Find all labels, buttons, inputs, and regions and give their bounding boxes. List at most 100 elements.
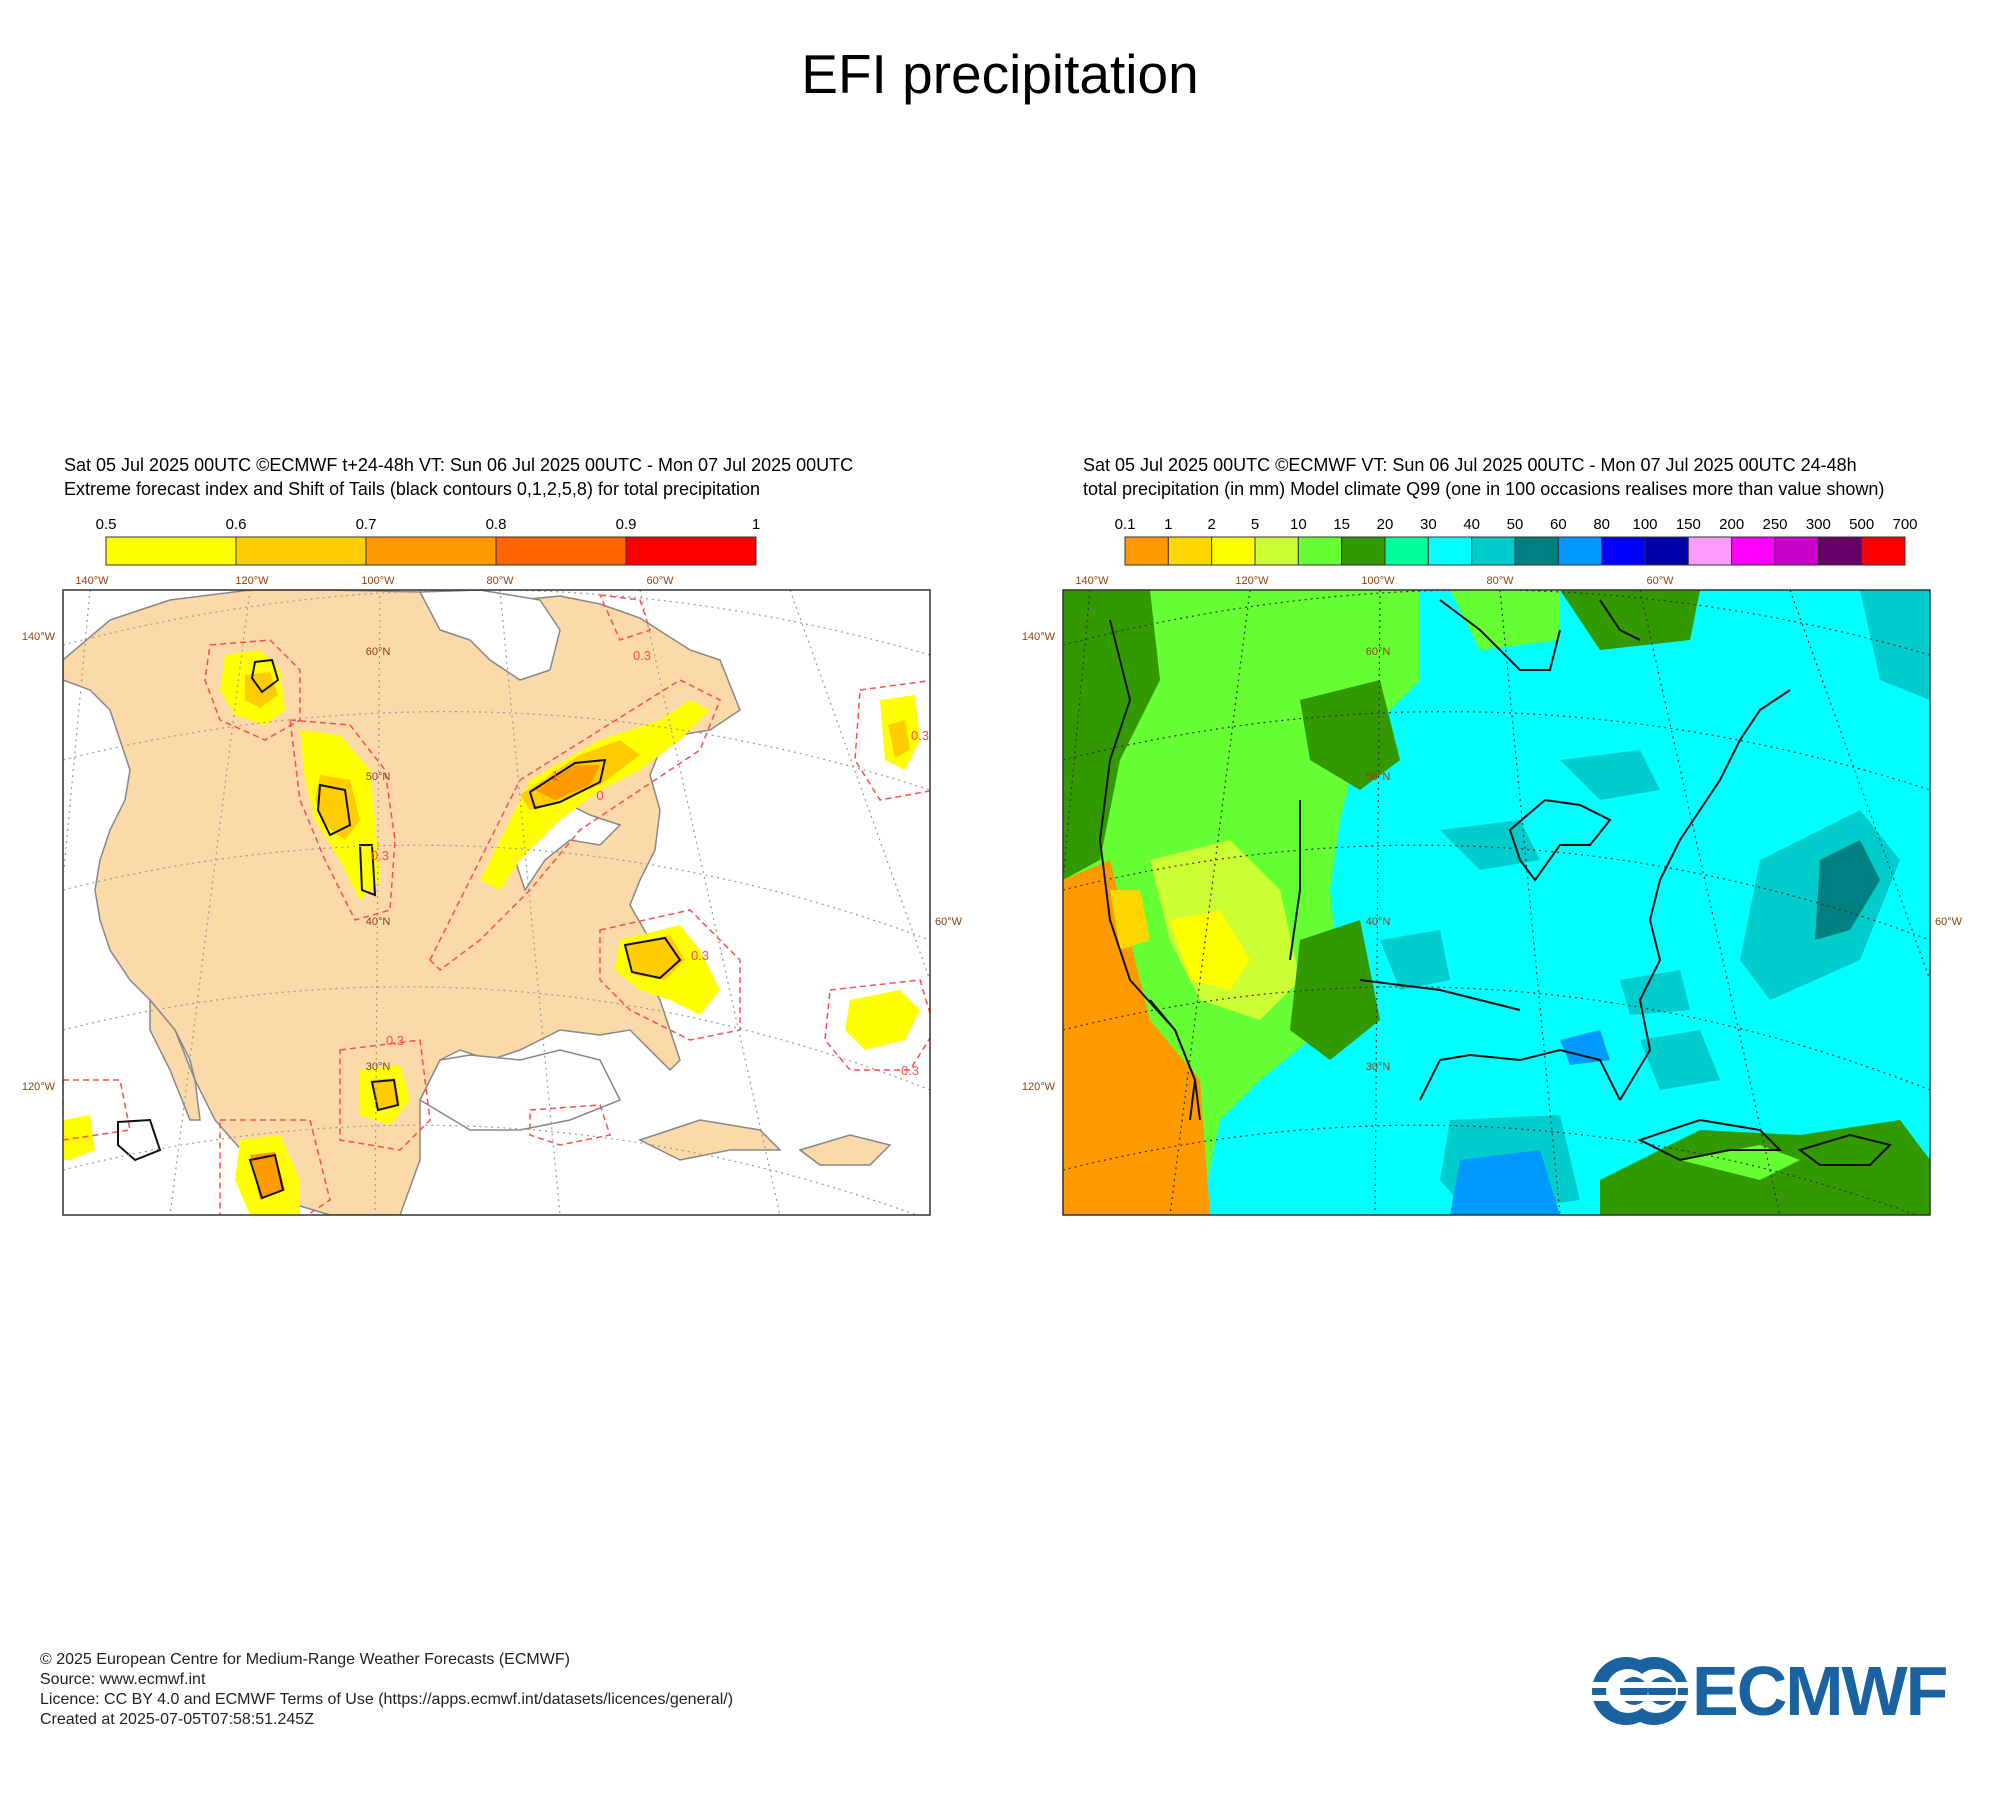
q99-colorbar-tick-label: 250 bbox=[1762, 516, 1787, 533]
efi-header-line2: Extreme forecast index and Shift of Tail… bbox=[64, 479, 761, 499]
q99-panel: Sat 05 Jul 2025 00UTC ©ECMWF VT: Sun 06 … bbox=[1020, 455, 2000, 1245]
q99-colorbar-tick-label: 2 bbox=[1207, 516, 1215, 533]
efi-lat-label: 30°N bbox=[366, 1061, 391, 1073]
efi-contour-label: 0.3 bbox=[691, 948, 709, 963]
q99-lat-label: 30°N bbox=[1366, 1061, 1391, 1073]
q99-lon-label: 80°W bbox=[1486, 575, 1514, 587]
footer-source: Source: www.ecmwf.int bbox=[40, 1671, 206, 1688]
efi-lon-label: 120°W bbox=[235, 575, 269, 587]
sot-contours bbox=[117, 658, 682, 1200]
q99-colorbar-swatch bbox=[1471, 536, 1516, 566]
hudson-bay bbox=[418, 590, 561, 681]
q99-colorbar-tick-label: 10 bbox=[1290, 516, 1307, 533]
q99-header-line2: total precipitation (in mm) Model climat… bbox=[1083, 479, 1885, 499]
q99-colorbar-swatch bbox=[1774, 536, 1819, 566]
page-title: EFI precipitation bbox=[801, 43, 1199, 105]
efi-side-labels: 140°W 120°W 60°W bbox=[22, 631, 963, 1093]
efi-contours bbox=[63, 594, 930, 1215]
q99-colorbar-tick-label: 100 bbox=[1632, 516, 1657, 533]
footer-copyright: © 2025 European Centre for Medium-Range … bbox=[40, 1651, 570, 1668]
q99-colorbar-swatch bbox=[1384, 536, 1429, 566]
efi-contour-label: 0.3 bbox=[371, 848, 389, 863]
q99-colorbar-swatch bbox=[1644, 536, 1689, 566]
efi-colorbar-swatch bbox=[365, 536, 497, 566]
q99-colorbar-swatch bbox=[1817, 536, 1863, 566]
efi-lat-label: 50°N bbox=[366, 771, 391, 783]
q99-colorbar-swatch bbox=[1514, 536, 1559, 566]
efi-contour-label: 0.3 bbox=[633, 648, 651, 663]
efi-panel: Sat 05 Jul 2025 00UTC ©ECMWF t+24-48h VT… bbox=[0, 455, 1000, 1245]
q99-colorbar-tick-label: 40 bbox=[1463, 516, 1480, 533]
baja-peninsula bbox=[149, 997, 201, 1121]
q99-colorbar-swatch bbox=[1557, 536, 1603, 566]
q99-colorbar-tick-label: 200 bbox=[1719, 516, 1744, 533]
efi-colorbar-tick-label: 0.9 bbox=[616, 516, 637, 533]
ecmwf-logo-text: ECMWF bbox=[1692, 1652, 1948, 1730]
efi-contour-label: 0.3 bbox=[901, 1063, 919, 1078]
efi-lat-label: 40°N bbox=[366, 916, 391, 928]
q99-side-label: 60°W bbox=[1935, 916, 1963, 928]
graticule bbox=[63, 590, 930, 1215]
q99-lon-label: 100°W bbox=[1361, 575, 1395, 587]
q99-colorbar-swatch bbox=[1124, 536, 1169, 566]
q99-colorbar-tick-label: 15 bbox=[1333, 516, 1350, 533]
q99-lat-labels: 60°N 50°N 40°N 30°N bbox=[1366, 646, 1391, 1073]
q99-colorbar-tick-label: 80 bbox=[1593, 516, 1610, 533]
q99-colorbar-swatch bbox=[1297, 536, 1343, 566]
q99-side-label: 120°W bbox=[1022, 1081, 1056, 1093]
q99-colorbar-tick-label: 1 bbox=[1164, 516, 1172, 533]
q99-colorbar-tick-label: 30 bbox=[1420, 516, 1437, 533]
q99-side-label: 140°W bbox=[1022, 631, 1056, 643]
q99-lat-label: 40°N bbox=[1366, 916, 1391, 928]
q99-lon-label: 60°W bbox=[1646, 575, 1674, 587]
efi-contour-label: 0.3 bbox=[911, 728, 929, 743]
efi-lat-label: 60°N bbox=[366, 646, 391, 658]
efi-map-frame bbox=[62, 589, 931, 1216]
efi-side-label: 120°W bbox=[22, 1081, 56, 1093]
q99-colorbar-ticks: 0.1 1 2 5 10 15 20 30 40 50 60 80 100 150 200 250 300 500… bbox=[1115, 516, 1918, 533]
q99-lon-label: 140°W bbox=[1075, 575, 1109, 587]
efi-lon-label: 60°W bbox=[646, 575, 674, 587]
q99-map-frame bbox=[1062, 589, 1931, 1216]
q99-colorbar-swatch bbox=[1254, 536, 1299, 566]
efi-contour-label: 0 bbox=[596, 788, 603, 803]
hispaniola bbox=[798, 1134, 892, 1166]
efi-lon-label: 80°W bbox=[486, 575, 514, 587]
gulf-of-mexico bbox=[419, 1049, 622, 1131]
efi-side-label: 140°W bbox=[22, 631, 56, 643]
q99-lat-label: 60°N bbox=[1366, 646, 1391, 658]
q99-colorbar-tick-label: 500 bbox=[1849, 516, 1874, 533]
efi-colorbar-swatch bbox=[625, 536, 757, 566]
q99-colorbar-tick-label: 20 bbox=[1377, 516, 1394, 533]
q99-side-labels: 140°W 120°W 60°W bbox=[1022, 631, 1963, 1093]
q99-colorbar-tick-label: 5 bbox=[1251, 516, 1259, 533]
q99-colorbar-swatch bbox=[1211, 536, 1256, 566]
ecmwf-logo-icon bbox=[1590, 1657, 1690, 1725]
cuba bbox=[638, 1119, 782, 1161]
efi-header-line1: Sat 05 Jul 2025 00UTC ©ECMWF t+24-48h VT… bbox=[64, 455, 854, 475]
efi-colorbar-swatch bbox=[105, 536, 237, 566]
efi-colorbar-tick-label: 0.6 bbox=[226, 516, 247, 533]
efi-colorbar-tick-label: 1 bbox=[752, 516, 760, 533]
efi-colorbar-ticks: 0.5 0.6 0.7 0.8 0.9 1 bbox=[96, 516, 761, 533]
q99-colorbar-tick-label: 150 bbox=[1676, 516, 1701, 533]
efi-lon-label: 100°W bbox=[361, 575, 395, 587]
efi-colorbar: 0.5 0.6 0.7 0.8 0.9 1 bbox=[96, 516, 761, 566]
efi-contour-labels: 0.3 0.3 0.3 0.3 0.3 0.3 1 0 bbox=[371, 648, 929, 1078]
q99-colorbar-tick-label: 60 bbox=[1550, 516, 1567, 533]
efi-contour-label: 1 bbox=[551, 768, 558, 783]
efi-colorbar-tick-label: 0.5 bbox=[96, 516, 117, 533]
q99-colorbar-swatch bbox=[1861, 536, 1906, 566]
efi-side-label: 60°W bbox=[935, 916, 963, 928]
efi-lon-label: 140°W bbox=[75, 575, 109, 587]
q99-header-line1: Sat 05 Jul 2025 00UTC ©ECMWF VT: Sun 06 … bbox=[1083, 455, 1857, 475]
ecmwf-logo: ECMWF bbox=[1590, 1652, 1970, 1730]
footer: © 2025 European Centre for Medium-Range … bbox=[40, 1650, 733, 1730]
q99-colorbar-tick-label: 300 bbox=[1806, 516, 1831, 533]
efi-colorbar-tick-label: 0.8 bbox=[486, 516, 507, 533]
efi-shading bbox=[63, 650, 920, 1215]
efi-colorbar-swatches bbox=[105, 536, 757, 566]
q99-top-lon-labels: 140°W 120°W 100°W 80°W 60°W bbox=[1075, 575, 1674, 587]
